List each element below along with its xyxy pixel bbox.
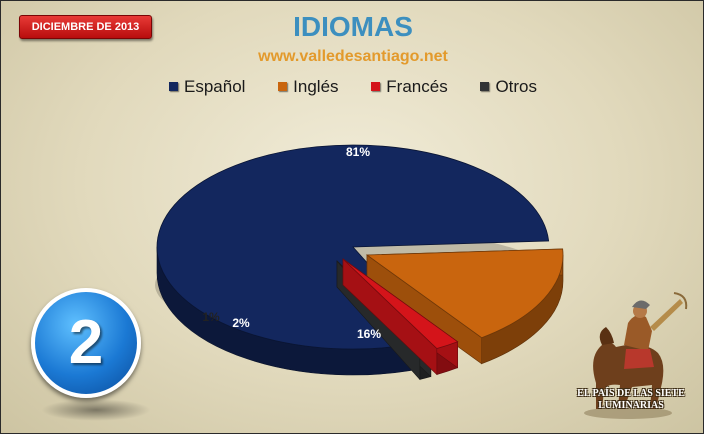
data-label-frances: 2% [232,316,250,330]
legend-label-otros: Otros [495,77,537,96]
warrior-logo [584,292,688,419]
legend-swatch-frances [371,82,381,91]
chart-title: IDIOMAS [293,11,413,42]
chart-legend: Español Inglés Francés Otros [1,77,703,97]
legend-item-espanol: Español [169,77,245,97]
number-badge: 2 [31,288,141,398]
data-label-espanol: 81% [346,145,370,159]
date-badge: DICIEMBRE DE 2013 [19,15,152,39]
data-label-otros: 1% [202,310,220,324]
site-url: www.valledesantiago.net [258,48,448,65]
legend-item-ingles: Inglés [278,77,339,97]
legend-swatch-espanol [169,82,178,91]
legend-label-espanol: Español [184,77,246,96]
pie-slice-espanol [156,144,550,376]
logo-line-1: EL PAÍS DE LAS SIETE [577,388,685,399]
logo-text: EL PAÍS DE LAS SIETE LUMINARIAS [567,388,695,412]
pie-slice-frances [342,258,459,376]
legend-label-ingles: Inglés [293,77,339,96]
logo-line-2: LUMINARIAS [598,400,664,411]
data-label-ingles: 16% [357,327,381,341]
legend-swatch-otros [480,82,490,91]
legend-item-otros: Otros [480,77,537,97]
pie-slice-ingles [365,248,564,365]
legend-label-frances: Francés [386,77,448,96]
legend-item-frances: Francés [371,77,448,97]
legend-swatch-ingles [278,82,288,91]
badge-shadow [41,399,151,421]
